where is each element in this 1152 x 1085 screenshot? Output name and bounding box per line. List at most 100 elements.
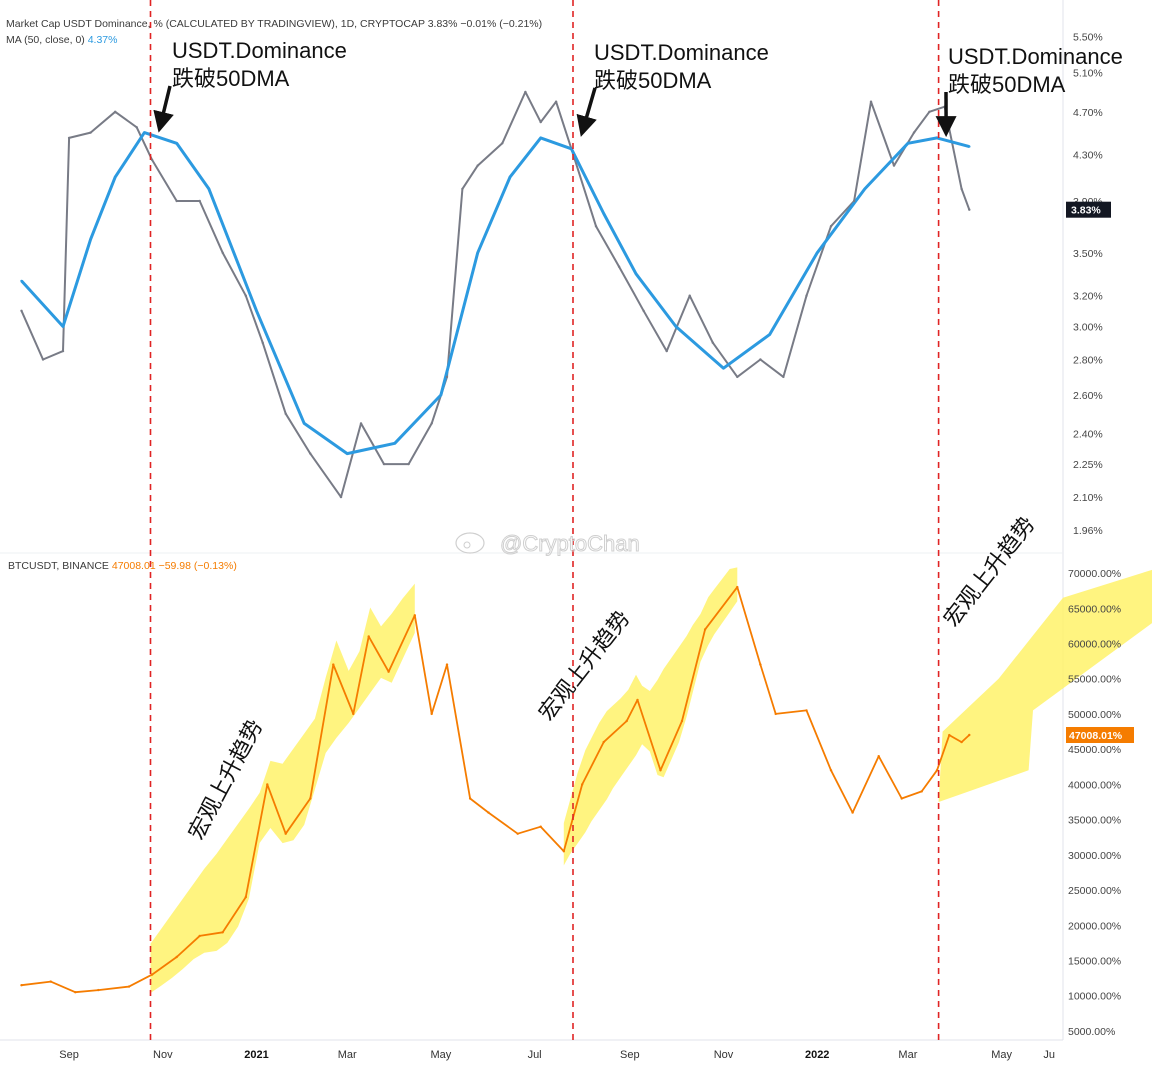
- ma50-point-3: [114, 176, 116, 178]
- btc-point-34: [775, 713, 777, 715]
- ma50-point-10: [394, 442, 396, 444]
- btc-point-10: [266, 783, 268, 785]
- watermark-text: @CryptoChan: [500, 531, 640, 556]
- btc-point-43: [960, 741, 962, 743]
- dominance-legend-title: Market Cap USDT Dominance, % (CALCULATED…: [6, 18, 425, 30]
- btc-point-31: [704, 628, 706, 630]
- dominance-point-33: [712, 342, 714, 344]
- dominance-point-5: [114, 111, 116, 113]
- dominance-y-tick: 4.70%: [1073, 107, 1103, 119]
- dominance-point-6: [136, 126, 138, 128]
- btc-point-14: [352, 713, 354, 715]
- dominance-y-tick: 3.00%: [1073, 322, 1103, 334]
- x-tick: Ju: [1043, 1049, 1055, 1061]
- x-tick: Nov: [714, 1049, 734, 1061]
- dominance-point-16: [360, 422, 362, 424]
- ma50-point-1: [62, 325, 64, 327]
- x-tick: May: [991, 1049, 1012, 1061]
- btc-point-21: [487, 811, 489, 813]
- btc-point-9: [245, 896, 247, 898]
- dominance-point-39: [853, 200, 855, 202]
- btc-point-24: [563, 850, 565, 852]
- btc-point-23: [540, 826, 542, 828]
- dominance-point-15: [340, 496, 342, 498]
- ma50-point-0: [20, 280, 22, 282]
- btc-point-17: [414, 614, 416, 616]
- ma50-point-25: [968, 145, 970, 147]
- ma50-point-20: [768, 333, 770, 335]
- ma-legend: MA (50, close, 0) 4.37%: [6, 34, 117, 46]
- btc-y-tick: 25000.00%: [1068, 885, 1121, 897]
- dominance-point-37: [805, 295, 807, 297]
- dominance-point-19: [431, 422, 433, 424]
- dominance-point-30: [642, 310, 644, 312]
- x-tick: Mar: [898, 1049, 917, 1061]
- dominance-point-17: [383, 463, 385, 465]
- btc-point-0: [20, 984, 22, 986]
- dominance-last-value: 3.83%: [428, 18, 458, 30]
- btc-point-16: [387, 671, 389, 673]
- dominance-point-22: [477, 164, 479, 166]
- x-tick: Jul: [528, 1049, 542, 1061]
- btc-y-tick: 5000.00%: [1068, 1026, 1115, 1038]
- ma50-point-18: [675, 325, 677, 327]
- dominance-point-36: [782, 376, 784, 378]
- btc-point-25: [581, 783, 583, 785]
- dominance-point-24: [524, 91, 526, 93]
- btc-point-28: [636, 699, 638, 701]
- btc-point-7: [199, 935, 201, 937]
- dominance-change: −0.01%: [460, 18, 496, 30]
- dominance-point-26: [555, 101, 557, 103]
- btc-y-tick: 65000.00%: [1068, 603, 1121, 615]
- x-tick: 2022: [805, 1049, 829, 1061]
- annotation-subtitle-3: 跌破50DMA: [948, 72, 1066, 97]
- dominance-y-tick: 2.80%: [1073, 355, 1103, 367]
- dominance-point-29: [618, 266, 620, 268]
- dominance-point-10: [222, 252, 224, 254]
- btc-change-pct: (−0.13%): [194, 560, 237, 572]
- x-tick: Mar: [338, 1049, 357, 1061]
- dominance-point-8: [176, 200, 178, 202]
- dominance-point-34: [736, 376, 738, 378]
- dominance-y-tick: 3.20%: [1073, 291, 1103, 303]
- ma50-point-17: [635, 273, 637, 275]
- dominance-point-11: [245, 295, 247, 297]
- btc-point-35: [805, 709, 807, 711]
- dominance-y-tick: 2.40%: [1073, 428, 1103, 440]
- dominance-point-9: [199, 200, 201, 202]
- btc-point-38: [878, 755, 880, 757]
- btc-y-tick: 10000.00%: [1068, 991, 1121, 1003]
- ma50-point-9: [346, 452, 348, 454]
- btc-point-22: [517, 833, 519, 835]
- btc-point-1: [50, 980, 52, 982]
- annotation-subtitle-1: 跌破50DMA: [172, 66, 290, 91]
- ma50-point-8: [303, 422, 305, 424]
- annotation-title-2: USDT.Dominance: [594, 40, 769, 65]
- ma50-point-13: [509, 176, 511, 178]
- annotation-title-3: USDT.Dominance: [948, 44, 1123, 69]
- dominance-point-35: [759, 358, 761, 360]
- dominance-point-23: [501, 142, 503, 144]
- ma50-point-4: [143, 131, 145, 133]
- dominance-point-14: [309, 452, 311, 454]
- btc-point-6: [176, 956, 178, 958]
- btc-point-20: [469, 797, 471, 799]
- dominance-change-pct: (−0.21%): [499, 18, 542, 30]
- dominance-point-40: [870, 101, 872, 103]
- dominance-point-46: [968, 209, 970, 211]
- x-tick: Sep: [620, 1049, 640, 1061]
- dominance-y-tick: 5.50%: [1073, 32, 1103, 44]
- btc-last-badge-text: 47008.01%: [1069, 730, 1123, 742]
- dominance-point-38: [830, 225, 832, 227]
- btc-change: −59.98: [159, 560, 192, 572]
- btc-point-40: [921, 790, 923, 792]
- dominance-point-42: [913, 131, 915, 133]
- btc-point-19: [446, 663, 448, 665]
- x-tick: May: [431, 1049, 452, 1061]
- x-tick: Sep: [59, 1049, 79, 1061]
- dominance-point-3: [68, 137, 70, 139]
- btc-y-tick: 40000.00%: [1068, 779, 1121, 791]
- dominance-point-25: [540, 121, 542, 123]
- ma50-point-2: [89, 238, 91, 240]
